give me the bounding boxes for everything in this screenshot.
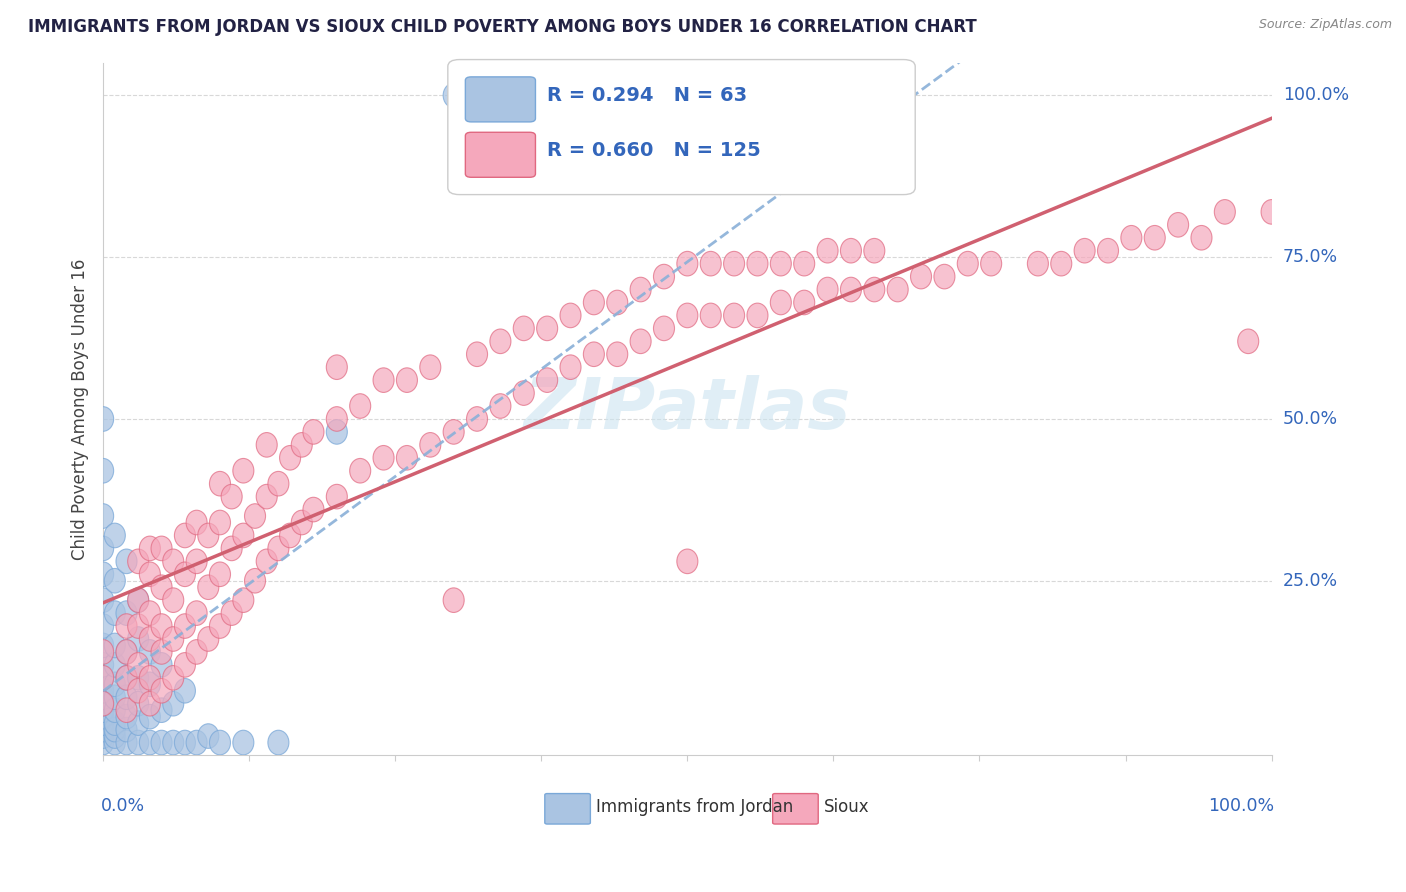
FancyBboxPatch shape — [773, 794, 818, 824]
Text: 0.0%: 0.0% — [101, 797, 145, 815]
Text: 75.0%: 75.0% — [1282, 248, 1339, 266]
Text: 25.0%: 25.0% — [1282, 572, 1339, 590]
FancyBboxPatch shape — [465, 132, 536, 178]
Text: Sioux: Sioux — [824, 798, 870, 816]
Text: Immigrants from Jordan: Immigrants from Jordan — [596, 798, 793, 816]
FancyBboxPatch shape — [465, 77, 536, 122]
Text: IMMIGRANTS FROM JORDAN VS SIOUX CHILD POVERTY AMONG BOYS UNDER 16 CORRELATION CH: IMMIGRANTS FROM JORDAN VS SIOUX CHILD PO… — [28, 18, 977, 36]
Text: Source: ZipAtlas.com: Source: ZipAtlas.com — [1258, 18, 1392, 31]
Text: ZIPatlas: ZIPatlas — [523, 375, 851, 443]
Text: R = 0.294   N = 63: R = 0.294 N = 63 — [547, 87, 747, 105]
Text: R = 0.660   N = 125: R = 0.660 N = 125 — [547, 142, 761, 161]
FancyBboxPatch shape — [544, 794, 591, 824]
Text: 50.0%: 50.0% — [1282, 410, 1339, 428]
Text: 100.0%: 100.0% — [1282, 87, 1348, 104]
FancyBboxPatch shape — [449, 60, 915, 194]
Y-axis label: Child Poverty Among Boys Under 16: Child Poverty Among Boys Under 16 — [72, 259, 89, 560]
Text: 100.0%: 100.0% — [1208, 797, 1274, 815]
